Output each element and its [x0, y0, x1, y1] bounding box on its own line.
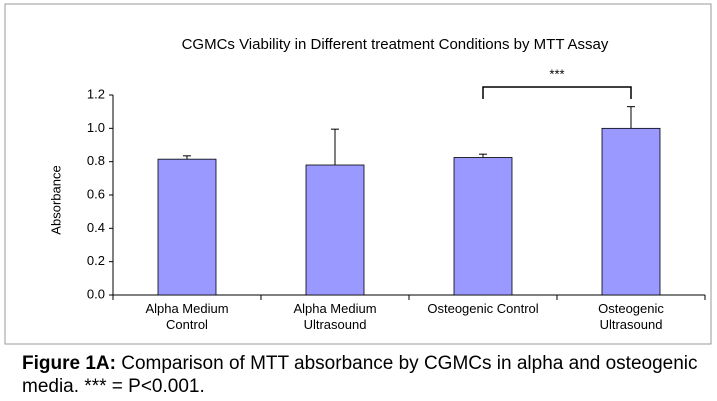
y-tick-label: 0.2: [87, 253, 105, 268]
bar: [601, 127, 661, 296]
significance-bracket: [482, 86, 632, 99]
chart-title: CGMCs Viability in Different treatment C…: [182, 36, 609, 53]
y-tick-label: 0.0: [87, 286, 105, 301]
y-tick-label: 0.8: [87, 153, 105, 168]
x-tick-label: Osteogenic Ultrasound: [598, 301, 664, 332]
y-axis-label: Absorbance: [48, 165, 63, 234]
significance-label: ***: [549, 66, 564, 81]
caption: Figure 1A: Comparison of MTT absorbance …: [22, 352, 702, 398]
y-tick-label: 1.2: [87, 86, 105, 101]
y-tick-label: 0.4: [87, 220, 105, 235]
x-tick-label: Alpha Medium Ultrasound: [293, 301, 377, 332]
y-tick-label: 0.6: [87, 186, 105, 201]
x-tick-label: Alpha Medium Control: [145, 301, 229, 332]
y-tick-label: 1.0: [87, 120, 105, 135]
x-tick-label: Osteogenic Control: [427, 301, 539, 316]
bar: [157, 158, 217, 296]
caption-label: Figure 1A:: [22, 353, 116, 374]
caption-text: Comparison of MTT absorbance by CGMCs in…: [22, 353, 698, 397]
bar: [305, 164, 365, 296]
chart: CGMCs Viability in Different treatment C…: [4, 3, 712, 345]
bar: [453, 157, 513, 296]
